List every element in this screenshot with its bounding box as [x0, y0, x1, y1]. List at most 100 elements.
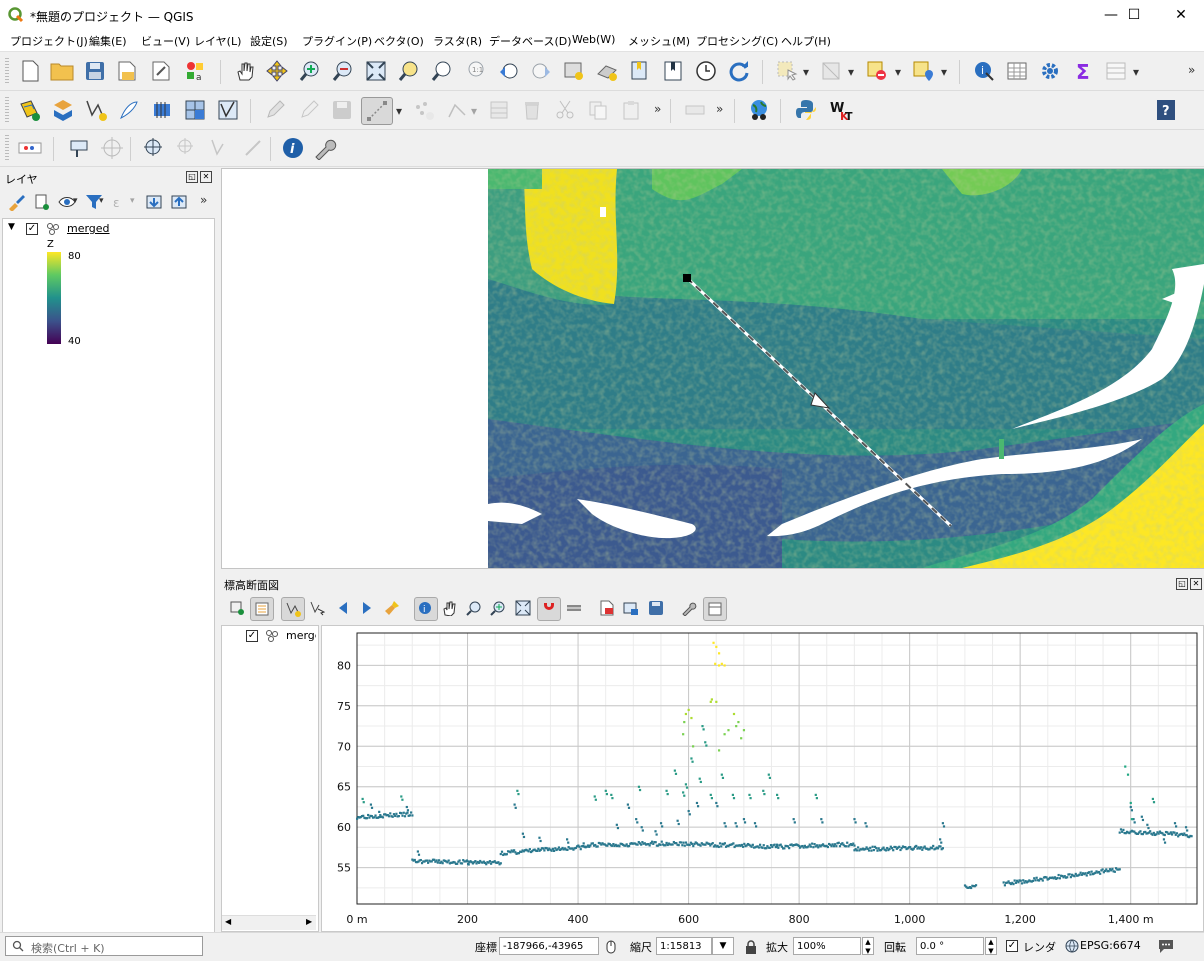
crs-globe-icon[interactable]	[1065, 939, 1079, 953]
pencil-icon[interactable]	[296, 97, 322, 123]
toggle-editing-icon[interactable]	[262, 97, 288, 123]
temporal-clock-icon[interactable]	[693, 58, 719, 84]
filter-icon[interactable]	[83, 191, 105, 213]
show-bookmarks-icon[interactable]	[660, 58, 686, 84]
delete-selected-icon[interactable]	[519, 97, 545, 123]
zoom-x-icon[interactable]	[463, 597, 485, 619]
scroll-left-icon[interactable]: ◀	[225, 917, 232, 926]
snapping-magnet-icon[interactable]	[537, 597, 561, 621]
close-panel-icon[interactable]: ✕	[200, 171, 212, 183]
settings-wrench-icon[interactable]	[678, 597, 700, 619]
map-canvas[interactable]	[221, 168, 1204, 569]
pan-to-selection-icon[interactable]	[264, 58, 290, 84]
attribute-table-icon[interactable]	[1004, 58, 1030, 84]
vertex-tool-icon[interactable]	[444, 97, 470, 123]
style-paint-icon[interactable]	[5, 191, 27, 213]
rotation-spin-icon[interactable]: ▲ ▼	[985, 937, 997, 955]
scale-field[interactable]: 1:15813	[656, 937, 712, 955]
python-console-icon[interactable]	[793, 97, 819, 123]
menu-mesh[interactable]: メッシュ(M)	[628, 35, 691, 48]
zoom-profile-icon[interactable]	[487, 597, 509, 619]
scale-dropdown-icon[interactable]: ▼	[712, 937, 734, 955]
float-panel-icon[interactable]: ◱	[1176, 578, 1188, 590]
close-panel-icon[interactable]: ✕	[1190, 578, 1202, 590]
expand-arrow-icon[interactable]: ▼	[8, 222, 15, 232]
chevron-down-icon[interactable]: ▾	[941, 65, 948, 79]
capture-line-icon[interactable]	[281, 597, 305, 621]
chevron-down-icon[interactable]: ▾	[895, 65, 902, 79]
zoom-in-icon[interactable]	[297, 58, 323, 84]
open-project-icon[interactable]	[49, 58, 75, 84]
info-icon[interactable]: i	[280, 135, 306, 161]
mesh-layer-icon[interactable]	[182, 97, 208, 123]
measure-line-icon[interactable]	[240, 135, 266, 161]
select-by-value-icon[interactable]	[818, 58, 844, 84]
coordinate-field[interactable]: -187966,-43965	[499, 937, 599, 955]
new-3d-view-icon[interactable]	[594, 58, 620, 84]
chevron-down-icon[interactable]: ▾	[130, 196, 135, 206]
refresh-icon[interactable]	[726, 58, 752, 84]
data-source-manager-icon[interactable]	[17, 97, 43, 123]
coordinate-capture-icon[interactable]	[141, 135, 167, 161]
lock-icon[interactable]	[744, 939, 758, 955]
toolbar-grip[interactable]	[5, 97, 9, 123]
export-3d-icon[interactable]	[645, 597, 667, 619]
magnifier-field[interactable]: 100%	[793, 937, 861, 955]
save-edits-icon[interactable]	[329, 97, 355, 123]
minimize-button[interactable]: —	[1104, 7, 1118, 23]
digitize-pen-icon[interactable]	[116, 97, 142, 123]
export-image-icon[interactable]	[620, 597, 642, 619]
new-project-icon[interactable]	[17, 58, 43, 84]
messages-icon[interactable]	[1157, 938, 1175, 954]
add-layer-icon[interactable]	[50, 97, 76, 123]
add-group-icon[interactable]	[31, 191, 53, 213]
maximize-button[interactable]: ☐	[1127, 7, 1141, 23]
add-point-icon[interactable]	[411, 97, 437, 123]
menu-layer[interactable]: レイヤ(L)	[194, 35, 242, 48]
rotation-field[interactable]: 0.0 °	[916, 937, 984, 955]
pan-profile-icon[interactable]	[438, 597, 460, 619]
vector-tile-icon[interactable]	[215, 97, 241, 123]
measure-icon[interactable]	[1103, 58, 1129, 84]
nudge-left-icon[interactable]	[332, 597, 354, 619]
zoom-to-layer-icon[interactable]	[429, 58, 455, 84]
profile-layer-checkbox[interactable]: ✓	[246, 630, 258, 642]
menu-raster[interactable]: ラスタ(R)	[433, 35, 483, 48]
bookmark-icon[interactable]	[627, 58, 653, 84]
layer-name[interactable]: merged	[67, 222, 110, 235]
annotation-icon[interactable]	[66, 135, 92, 161]
chevron-down-icon[interactable]: ▾	[73, 196, 78, 206]
clear-brush-icon[interactable]	[381, 597, 403, 619]
print-layout-icon[interactable]	[148, 58, 174, 84]
zoom-last-icon[interactable]	[495, 58, 521, 84]
style-manager-icon[interactable]: a	[182, 58, 208, 84]
chevron-down-icon[interactable]: ▾	[471, 104, 478, 118]
zoom-full-icon[interactable]	[363, 58, 389, 84]
paste-features-icon[interactable]	[618, 97, 644, 123]
copy-features-icon[interactable]	[585, 97, 611, 123]
zoom-next-icon[interactable]	[528, 58, 554, 84]
select-features-icon[interactable]	[774, 58, 800, 84]
deselect-icon[interactable]	[864, 58, 890, 84]
menu-help[interactable]: ヘルプ(H)	[781, 35, 831, 48]
horizontal-scrollbar[interactable]: ◀ ▶	[222, 915, 316, 930]
menu-settings[interactable]: 設定(S)	[250, 35, 288, 48]
digitize-line-icon[interactable]	[361, 97, 393, 125]
statistics-sigma-icon[interactable]: Σ	[1070, 58, 1096, 84]
layer-visibility-checkbox[interactable]: ✓	[26, 223, 38, 235]
elevation-profile-plot[interactable]: 0 m 200 400 600 800 1,000 1,200 1,400 m 55 60 65 70…	[321, 625, 1204, 932]
scroll-right-icon[interactable]: ▶	[306, 917, 313, 926]
menu-database[interactable]: データベース(D)	[489, 35, 572, 48]
help-icon[interactable]: ?	[1153, 97, 1179, 123]
render-checkbox[interactable]: ✓	[1006, 940, 1018, 952]
toolbar-overflow-icon[interactable]: »	[200, 193, 208, 207]
filter-expression-icon[interactable]: ε	[109, 191, 131, 213]
toolbar-overflow-icon[interactable]: »	[654, 102, 662, 116]
measure-profile-icon[interactable]	[563, 597, 585, 619]
zoom-to-selection-icon[interactable]	[396, 58, 422, 84]
export-pdf-icon[interactable]	[596, 597, 618, 619]
chevron-down-icon[interactable]: ▾	[848, 65, 855, 79]
virtual-layer-icon[interactable]	[149, 97, 175, 123]
layer-tree-toggle-icon[interactable]	[250, 597, 274, 621]
label-tool-icon[interactable]	[682, 97, 708, 123]
